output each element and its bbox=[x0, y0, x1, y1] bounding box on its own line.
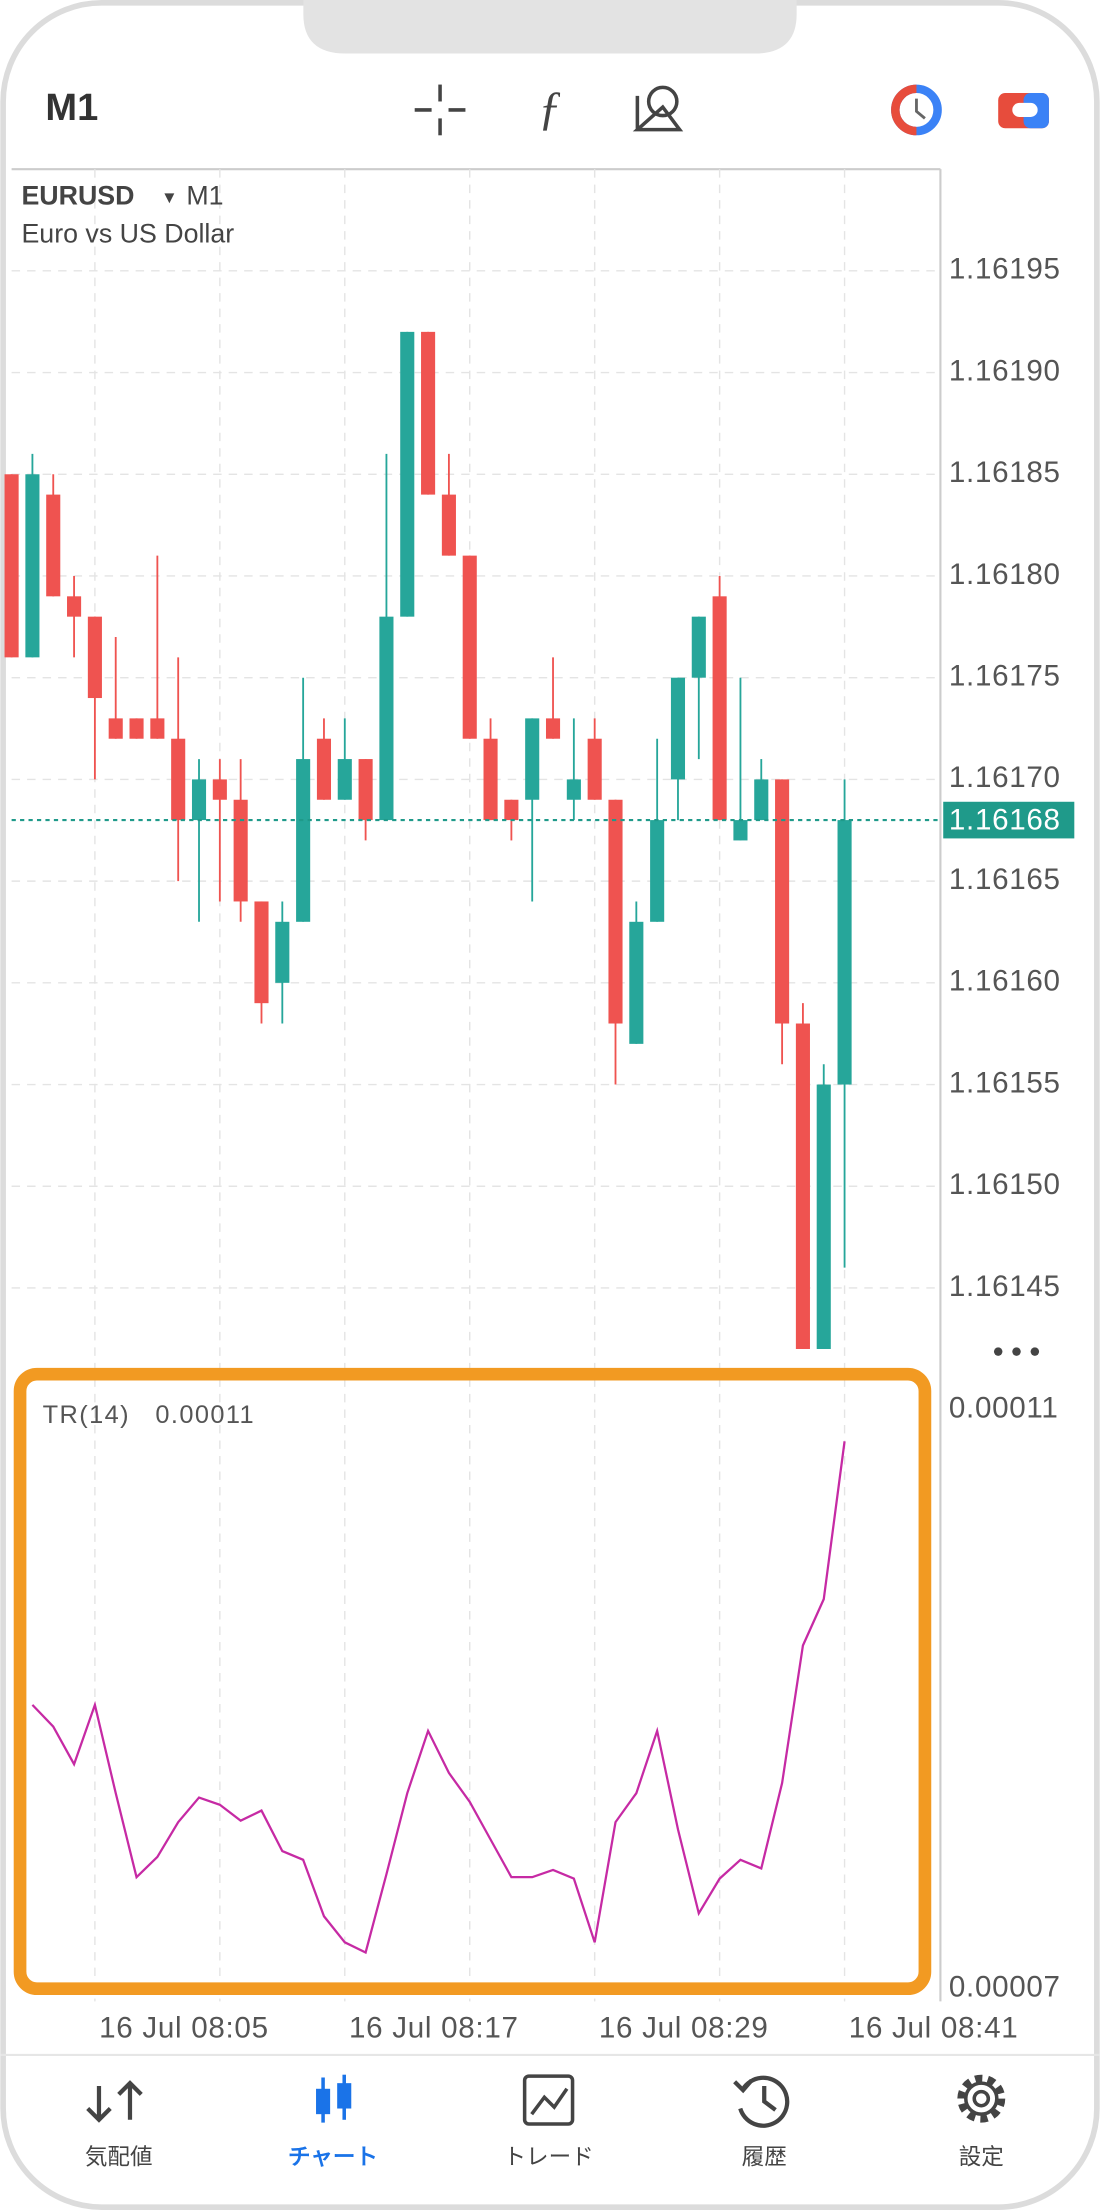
timeframe-button[interactable]: M1 bbox=[45, 87, 98, 129]
candle-body bbox=[400, 331, 415, 617]
candle-body bbox=[358, 759, 373, 821]
candle-body bbox=[46, 494, 61, 597]
candle-body bbox=[129, 718, 144, 739]
candle-body bbox=[150, 718, 165, 739]
last-price-label: 1.16168 bbox=[949, 803, 1061, 836]
candle-body bbox=[191, 779, 207, 821]
quotes-icon bbox=[86, 2080, 143, 2123]
y-tick-label: 1.16195 bbox=[949, 253, 1061, 286]
indicator-value: 0.00011 bbox=[155, 1401, 255, 1429]
tab-label[interactable]: チャート bbox=[288, 2144, 378, 2170]
candle-body bbox=[171, 738, 186, 821]
x-tick-label: 16 Jul 08:05 bbox=[99, 2011, 269, 2044]
candle-body bbox=[837, 820, 852, 1085]
candle-body bbox=[545, 718, 561, 739]
notch bbox=[303, 0, 797, 54]
tab-label[interactable]: トレード bbox=[503, 2144, 593, 2170]
trade-icon bbox=[522, 2074, 575, 2126]
symbol-dropdown[interactable]: ▼ bbox=[161, 188, 178, 207]
candle-body bbox=[233, 799, 248, 902]
candle-body bbox=[421, 331, 436, 495]
tab-bar: 気配値 チャート トレード 履歴 設定 bbox=[85, 2074, 1006, 2170]
candle-body bbox=[608, 799, 623, 1024]
candle-body bbox=[795, 1023, 810, 1349]
candle-body bbox=[212, 779, 227, 800]
y-tick-label: 1.16165 bbox=[949, 863, 1061, 896]
y-tick-label: 1.16145 bbox=[949, 1270, 1061, 1303]
candle-body bbox=[775, 779, 790, 1024]
y-tick-label: 1.16180 bbox=[949, 558, 1061, 591]
chart-timeframe: M1 bbox=[186, 180, 223, 210]
candle-body bbox=[87, 616, 102, 699]
settings-icon bbox=[957, 2074, 1006, 2123]
candle-body bbox=[316, 738, 332, 800]
candle-body bbox=[566, 779, 581, 800]
objects-icon[interactable] bbox=[632, 85, 684, 132]
symbol-description: Euro vs US Dollar bbox=[21, 218, 234, 248]
tab-label[interactable]: 設定 bbox=[959, 2144, 1004, 2170]
candle-body bbox=[108, 718, 123, 739]
candle-body bbox=[296, 759, 311, 922]
y-tick-label: 1.16160 bbox=[949, 965, 1061, 998]
candle-body bbox=[816, 1084, 831, 1349]
candle-body bbox=[275, 921, 290, 983]
x-tick-label: 16 Jul 08:17 bbox=[349, 2011, 519, 2044]
symbol[interactable]: EURUSD bbox=[21, 180, 134, 210]
candle-body bbox=[4, 474, 19, 658]
more-button[interactable] bbox=[993, 1347, 1040, 1356]
crosshair-icon[interactable] bbox=[414, 84, 466, 136]
candle-body bbox=[525, 718, 540, 800]
candle-body bbox=[712, 596, 727, 821]
y-tick-label: 0.00007 bbox=[949, 1970, 1061, 2003]
candle-body bbox=[483, 738, 498, 821]
x-tick-label: 16 Jul 08:41 bbox=[849, 2011, 1019, 2044]
one-click-icon[interactable] bbox=[891, 84, 942, 136]
candle-body bbox=[733, 820, 748, 841]
indicator-icon[interactable]: ƒ bbox=[538, 82, 562, 135]
candle-body bbox=[337, 759, 352, 800]
chart-icon bbox=[316, 2074, 352, 2123]
y-tick-label: 1.16190 bbox=[949, 354, 1061, 387]
candle-body bbox=[462, 555, 477, 739]
candle-body bbox=[754, 779, 769, 821]
tab-label[interactable]: 履歴 bbox=[742, 2144, 787, 2170]
indicator-name: TR(14) bbox=[43, 1401, 130, 1429]
y-tick-label: 1.16185 bbox=[949, 456, 1061, 489]
indicator-line bbox=[31, 1441, 846, 1955]
account-icon[interactable] bbox=[998, 93, 1049, 129]
candle-body bbox=[691, 616, 706, 678]
candle-body bbox=[650, 820, 665, 922]
last-price-box bbox=[943, 801, 1075, 839]
y-tick-label: 1.16155 bbox=[949, 1066, 1061, 1099]
candle-body bbox=[587, 738, 602, 800]
candle-body bbox=[504, 799, 519, 821]
chart-area[interactable]: 16 Jul 08:05 16 Jul 08:17 16 Jul 08:29 16 J… bbox=[4, 168, 1075, 2044]
candle-body bbox=[670, 677, 686, 780]
candle-body bbox=[254, 901, 269, 1004]
tab-label[interactable]: 気配値 bbox=[85, 2144, 153, 2170]
y-tick-label: 1.16170 bbox=[949, 761, 1061, 794]
candle-body bbox=[67, 596, 82, 617]
history-icon bbox=[733, 2075, 790, 2128]
highlight-box bbox=[13, 1367, 932, 1996]
x-tick-label: 16 Jul 08:29 bbox=[599, 2011, 769, 2044]
candle-body bbox=[441, 494, 456, 556]
candle-body bbox=[629, 921, 644, 1044]
y-tick-label: 1.16175 bbox=[949, 660, 1061, 693]
y-tick-label: 1.16150 bbox=[949, 1168, 1061, 1201]
candle-body bbox=[379, 616, 394, 821]
candle-body bbox=[25, 474, 40, 658]
y-tick-label: 0.00011 bbox=[949, 1391, 1059, 1424]
